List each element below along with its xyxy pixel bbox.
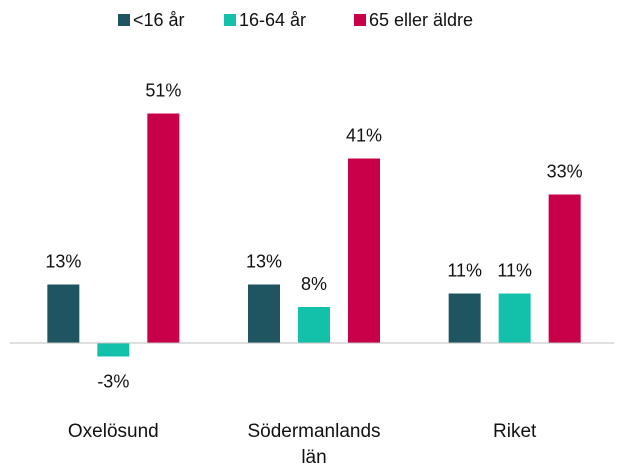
bar [147, 113, 180, 343]
legend-swatch [354, 14, 366, 26]
legend-swatch [224, 14, 236, 26]
legend-swatch [118, 14, 130, 26]
data-label: -3% [97, 371, 129, 391]
data-label: 13% [45, 251, 81, 271]
data-label: 8% [301, 274, 327, 294]
bar [548, 194, 581, 343]
data-label: 11% [497, 260, 532, 280]
bar [348, 158, 380, 343]
bar [97, 343, 130, 357]
x-tick-label: Oxelösund [67, 421, 159, 442]
data-label: 33% [547, 161, 583, 181]
data-label: 51% [145, 80, 181, 100]
x-tick-label: Södermanlands län [247, 421, 381, 468]
bar [298, 307, 330, 343]
legend-label: 16-64 år [239, 10, 306, 30]
bar [47, 284, 80, 343]
bar [448, 293, 481, 343]
legend-label: 65 eller äldre [369, 10, 473, 30]
bar [248, 284, 280, 343]
data-label: 41% [346, 125, 382, 145]
data-label: 13% [246, 251, 282, 271]
legend-label: <16 år [133, 10, 185, 30]
data-label: 11% [447, 260, 482, 280]
bar [498, 293, 531, 343]
x-tick-label: Riket [493, 421, 537, 442]
